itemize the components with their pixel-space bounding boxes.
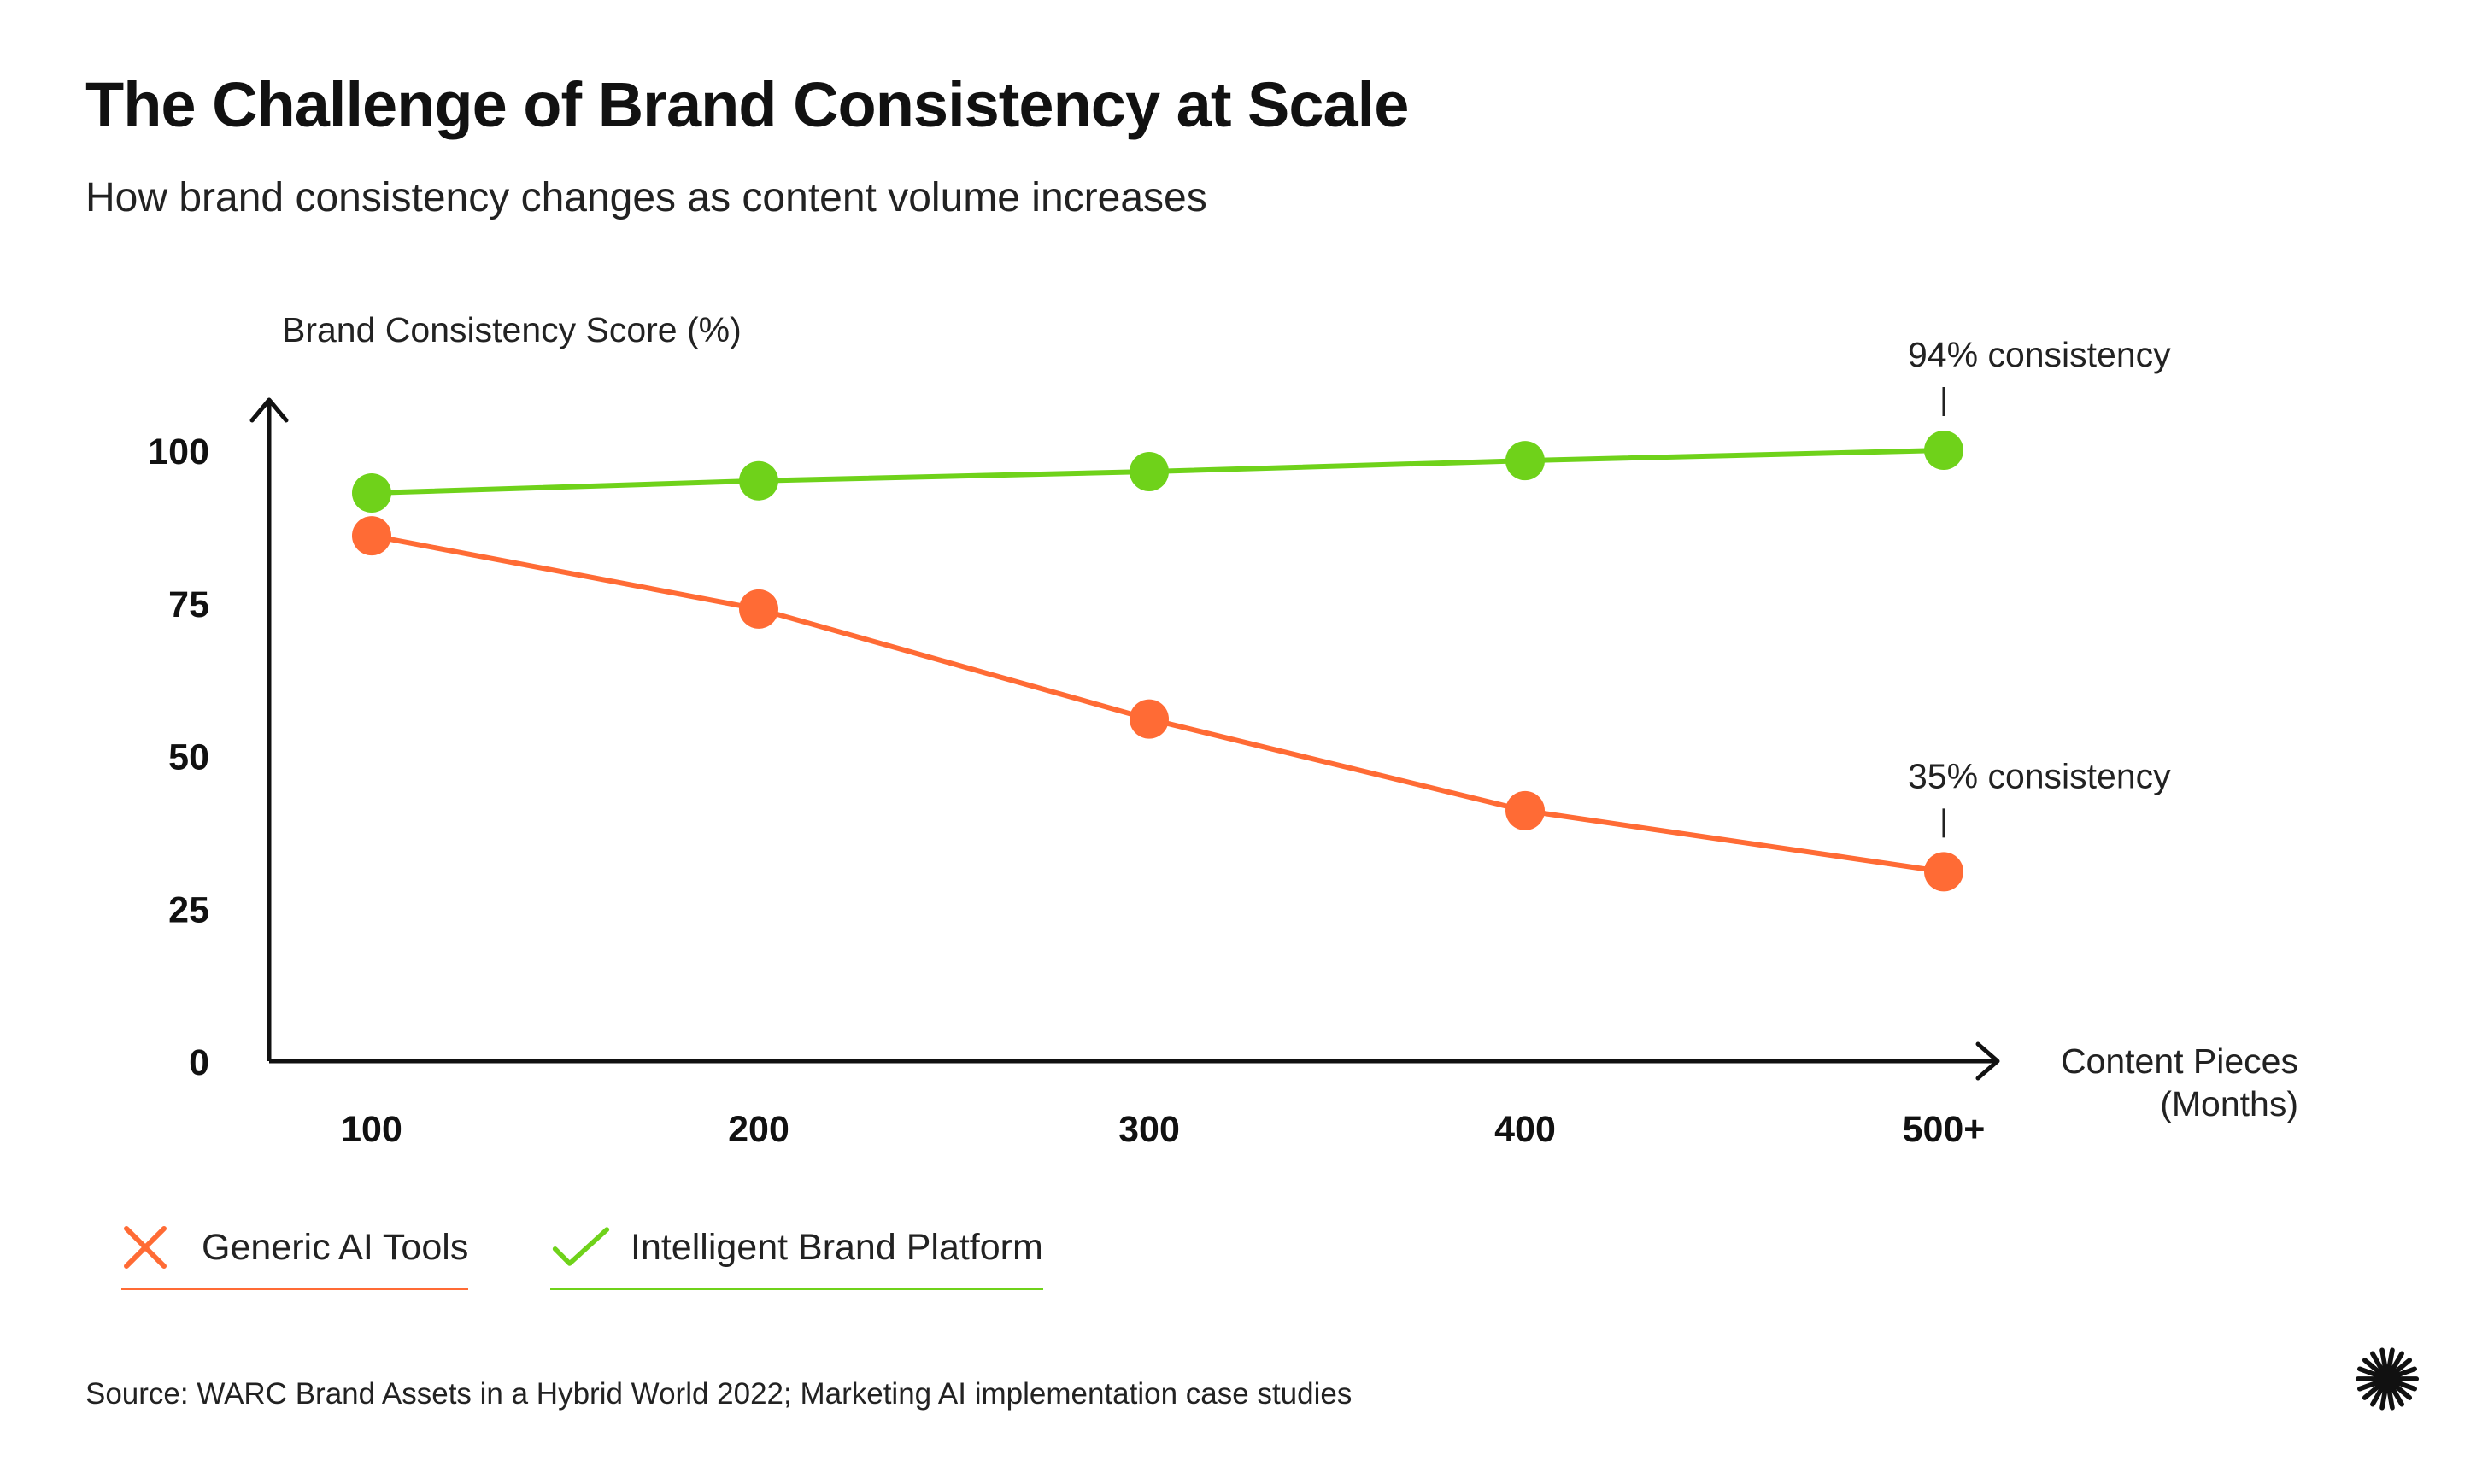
x-tick-label: 100 — [341, 1109, 402, 1150]
logo-center — [2374, 1365, 2401, 1393]
y-tick-labels: 0 25 50 75 100 — [148, 431, 209, 1083]
source-note: Source: WARC Brand Assets in a Hybrid Wo… — [85, 1377, 1353, 1411]
data-point-intelligent-brand-platform — [352, 473, 391, 513]
chart-title: The Challenge of Brand Consistency at Sc… — [85, 69, 1409, 140]
chart-subtitle: How brand consistency changes as content… — [85, 175, 1207, 220]
data-point-generic-ai-tools — [352, 516, 391, 556]
y-tick-label: 75 — [168, 584, 209, 625]
y-axis-arrow — [249, 397, 289, 423]
y-axis-label: Brand Consistency Score (%) — [282, 310, 742, 349]
y-tick-label: 25 — [168, 889, 209, 930]
data-point-intelligent-brand-platform — [739, 460, 778, 501]
legend-label-intelligent: Intelligent Brand Platform — [631, 1226, 1043, 1268]
x-axis-arrow — [1975, 1041, 2000, 1081]
y-tick-label: 50 — [168, 737, 209, 778]
axes — [249, 397, 2000, 1081]
annotation-label: 94% consistency — [1908, 335, 2171, 374]
legend-item-generic-ai-tools[interactable]: Generic AI Tools — [121, 1213, 469, 1290]
x-icon — [121, 1222, 183, 1273]
x-tick-label: 400 — [1494, 1109, 1556, 1150]
data-point-generic-ai-tools — [739, 589, 778, 629]
checkmark-icon — [550, 1222, 612, 1273]
data-point-intelligent-brand-platform — [1505, 441, 1545, 481]
x-axis-title: Content Pieces (Months) — [2061, 1041, 2298, 1123]
legend-underline-intelligent — [550, 1288, 1043, 1290]
x-tick-label: 500+ — [1903, 1109, 1986, 1150]
data-point-generic-ai-tools — [1130, 699, 1169, 739]
y-tick-label: 100 — [148, 431, 209, 472]
x-tick-label: 300 — [1118, 1109, 1180, 1150]
series-layer — [352, 431, 1963, 892]
y-tick-label: 0 — [189, 1042, 209, 1083]
x-tick-label: 200 — [728, 1109, 789, 1150]
legend-underline-generic — [121, 1288, 469, 1290]
starburst-logo-icon — [2355, 1347, 2420, 1411]
data-point-intelligent-brand-platform — [1130, 452, 1169, 492]
x-tick-labels: 100 200 300 400 500+ — [341, 1109, 1985, 1150]
x-axis-label-line2: (Months) — [2160, 1084, 2298, 1123]
legend-item-intelligent-brand-platform[interactable]: Intelligent Brand Platform — [550, 1213, 1043, 1290]
data-point-intelligent-brand-platform — [1924, 431, 1963, 470]
legend-label-generic: Generic AI Tools — [202, 1226, 469, 1268]
annotation-layer: 94% consistency 35% consistency — [1908, 335, 2171, 838]
x-axis-label-line1: Content Pieces — [2061, 1041, 2298, 1081]
data-point-generic-ai-tools — [1505, 790, 1545, 830]
annotation-label: 35% consistency — [1908, 756, 2171, 795]
data-point-generic-ai-tools — [1924, 852, 1963, 892]
